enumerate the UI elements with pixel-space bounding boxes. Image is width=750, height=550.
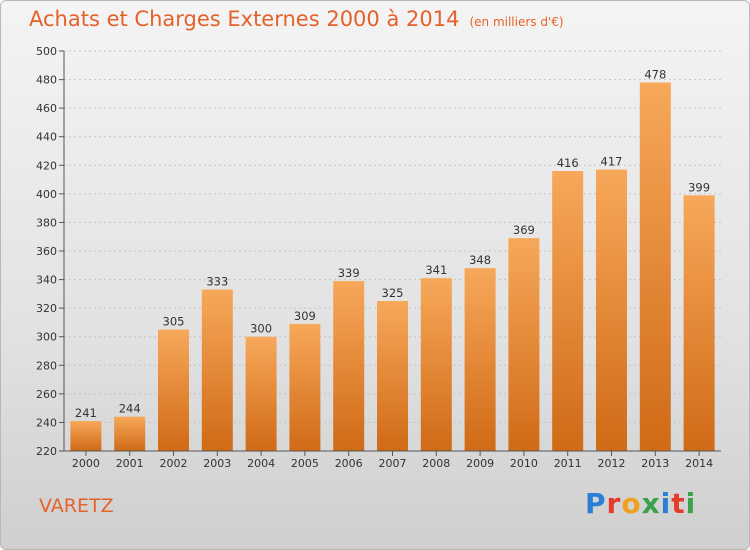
- bar: [377, 301, 408, 451]
- y-tick-label: 340: [36, 274, 57, 287]
- x-tick-label: 2008: [422, 457, 450, 470]
- bar: [683, 195, 715, 451]
- bar: [70, 421, 102, 451]
- x-tick-label: 2003: [203, 457, 231, 470]
- chart-subtitle: (en milliers d'€): [469, 15, 564, 29]
- data-label: 325: [382, 286, 404, 300]
- bars: 241 244 305 333 300 309 339 325 341 348 369 416 417 4…: [70, 67, 715, 452]
- y-tick-label: 260: [36, 388, 57, 401]
- data-label: 416: [557, 156, 579, 170]
- y-tick-label: 360: [36, 245, 57, 258]
- bar: [245, 336, 277, 451]
- title-text: Achats et Charges Externes 2000 à 2014: [29, 7, 460, 31]
- x-tick-label: 2006: [335, 457, 363, 470]
- y-tick-label: 420: [36, 159, 57, 172]
- data-label: 369: [513, 223, 535, 237]
- logo-letter: i: [660, 487, 672, 520]
- data-label: 339: [338, 266, 360, 280]
- y-tick-label: 440: [36, 131, 57, 144]
- bar: [158, 329, 189, 451]
- logo-letter: i: [685, 487, 697, 520]
- y-tick-label: 480: [36, 74, 57, 87]
- x-tick-label: 2010: [510, 457, 538, 470]
- bar: [639, 82, 671, 451]
- y-tick-label: 380: [36, 216, 57, 229]
- bar: [464, 268, 496, 451]
- data-label: 478: [644, 67, 666, 81]
- logo-letter: t: [671, 487, 686, 520]
- data-label: 241: [75, 406, 97, 420]
- y-tick-label: 240: [36, 416, 57, 429]
- data-label: 305: [163, 315, 185, 329]
- data-label: 348: [469, 253, 491, 267]
- x-axis: 2000 2001 2002 2003 2004 2005 2006 2007 2008 2009…: [64, 450, 721, 470]
- data-label: 244: [119, 402, 141, 416]
- bar: [552, 171, 584, 451]
- bar: [289, 323, 321, 451]
- proxiti-logo[interactable]: Proxiti: [585, 487, 696, 520]
- data-label: 309: [294, 309, 316, 323]
- x-tick-label: 2013: [641, 457, 669, 470]
- bar: [114, 416, 146, 451]
- x-tick-label: 2011: [554, 457, 582, 470]
- bar: [596, 169, 627, 452]
- y-tick-label: 500: [36, 45, 57, 58]
- bar: [333, 281, 365, 451]
- town-name: VARETZ: [39, 495, 114, 517]
- y-tick-label: 280: [36, 359, 57, 372]
- data-label: 333: [206, 275, 228, 289]
- y-axis: 220 240 260 280 300 320 340 360 380 400 420 440 460 4…: [36, 45, 65, 458]
- x-tick-label: 2004: [247, 457, 275, 470]
- x-tick-label: 2007: [379, 457, 407, 470]
- logo-letter: r: [606, 487, 622, 520]
- x-tick-label: 2001: [116, 457, 144, 470]
- y-tick-label: 320: [36, 302, 57, 315]
- chart-title: Achats et Charges Externes 2000 à 2014 (e…: [29, 7, 564, 31]
- data-label: 341: [425, 263, 447, 277]
- x-tick-label: 2009: [466, 457, 494, 470]
- y-tick-label: 300: [36, 331, 57, 344]
- logo-letter: o: [621, 487, 642, 520]
- x-tick-label: 2005: [291, 457, 319, 470]
- x-tick-label: 2014: [685, 457, 713, 470]
- data-label: 399: [688, 180, 710, 194]
- x-tick-label: 2012: [598, 457, 626, 470]
- y-tick-label: 400: [36, 188, 57, 201]
- y-tick-label: 460: [36, 102, 57, 115]
- data-label: 300: [250, 322, 272, 336]
- x-tick-label: 2000: [72, 457, 100, 470]
- y-tick-label: 220: [36, 445, 57, 458]
- logo-letter: P: [585, 487, 607, 520]
- bar: [508, 238, 540, 451]
- bar: [420, 278, 452, 451]
- bar: [201, 289, 233, 451]
- logo-letter: x: [641, 487, 661, 520]
- x-tick-label: 2002: [160, 457, 188, 470]
- data-label: 417: [601, 155, 623, 169]
